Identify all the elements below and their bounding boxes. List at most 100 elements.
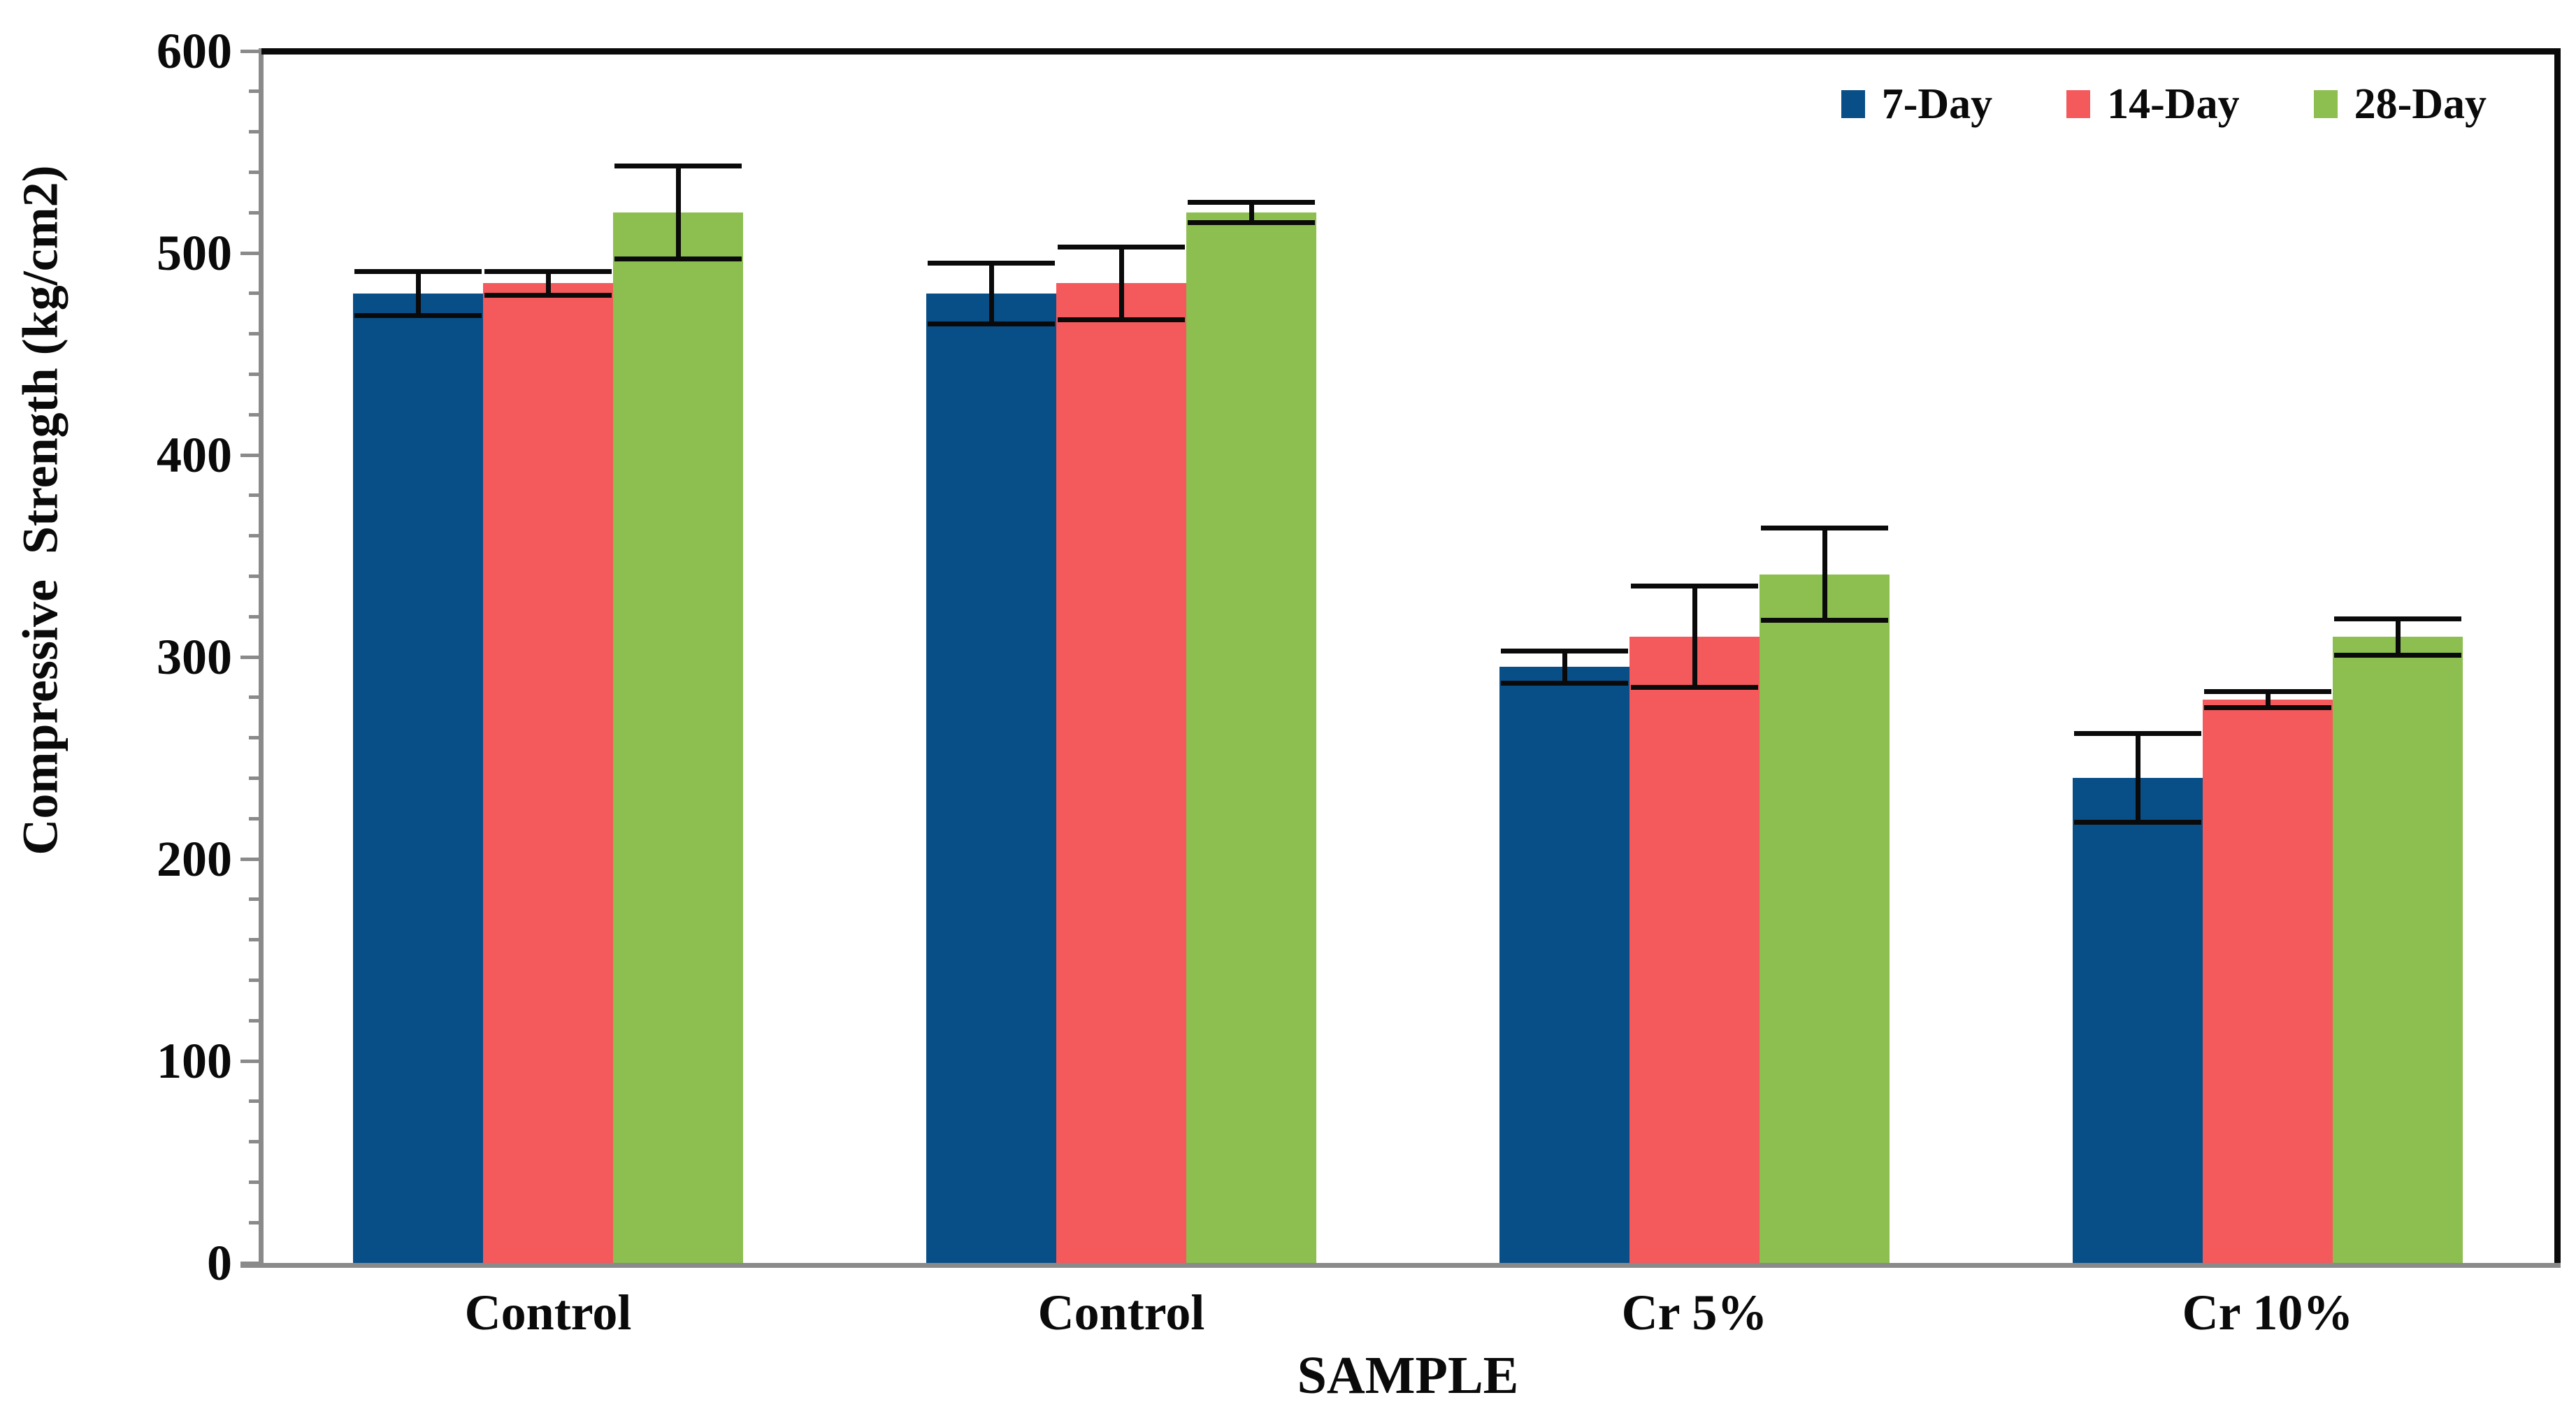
legend-label: 14-Day (2107, 80, 2240, 128)
x-axis-title: SAMPLE (1297, 1346, 1519, 1405)
error-bar-cap-bottom (2334, 652, 2461, 658)
error-bar-stem (1822, 528, 1827, 621)
bar-14-day-group2 (1056, 283, 1186, 1263)
y-tick-label: 100 (157, 1033, 232, 1089)
error-bar-stem (1249, 202, 1254, 223)
y-tick-major (240, 453, 261, 457)
error-bar-cap-top (1631, 584, 1758, 589)
bar-7-day-group1 (353, 293, 483, 1263)
error-bar-cap-top (1058, 244, 1185, 250)
y-tick-major (240, 655, 261, 659)
error-bar-stem (2265, 691, 2271, 708)
error-bar-cap-top (1761, 525, 1888, 530)
y-tick-minor (249, 776, 261, 780)
x-tick-label: Control (464, 1285, 632, 1341)
y-tick-minor (249, 1220, 261, 1224)
y-tick-minor (249, 332, 261, 336)
bar-14-day-group3 (1629, 637, 1760, 1263)
y-tick-minor (249, 574, 261, 578)
error-bar-cap-bottom (1501, 681, 1628, 686)
y-tick-minor (249, 1099, 261, 1104)
error-bar-cap-bottom (1188, 220, 1315, 226)
y-tick-minor (249, 130, 261, 134)
y-tick-label: 500 (157, 225, 232, 281)
y-tick-minor (249, 89, 261, 94)
error-bar-stem (1562, 651, 1567, 684)
bar-14-day-group4 (2203, 699, 2333, 1263)
bar-14-day-group1 (483, 283, 613, 1263)
legend-swatch-28-day (2313, 90, 2338, 118)
legend-swatch-14-day (2066, 90, 2091, 118)
y-tick-minor (249, 938, 261, 942)
plot-border-top (261, 48, 2561, 55)
error-bar-stem (545, 271, 551, 296)
legend-item-28-day: 28-Day (2313, 80, 2487, 128)
legend: 7-Day 14-Day 28-Day (1841, 82, 2487, 126)
y-tick-minor (249, 897, 261, 902)
error-bar-cap-top (1188, 200, 1315, 205)
y-tick-major (240, 857, 261, 861)
y-tick-minor (249, 1140, 261, 1144)
error-bar-cap-top (2204, 688, 2331, 694)
y-tick-label: 200 (157, 831, 232, 887)
error-bar-cap-top (2334, 616, 2461, 621)
error-bar-stem (2135, 733, 2140, 823)
y-tick-minor (249, 816, 261, 821)
error-bar-cap-bottom (928, 321, 1055, 326)
bar-28-day-group2 (1186, 212, 1316, 1263)
error-bar-stem (2395, 619, 2401, 656)
y-tick-minor (249, 695, 261, 700)
y-tick-major (240, 251, 261, 255)
legend-item-7-day: 7-Day (1841, 82, 1992, 126)
x-axis-line (240, 1263, 2561, 1268)
legend-item-14-day: 14-Day (2066, 80, 2240, 128)
bar-7-day-group3 (1499, 667, 1629, 1263)
y-tick-minor (249, 210, 261, 215)
y-tick-minor (249, 1180, 261, 1184)
bar-7-day-group2 (926, 293, 1056, 1263)
x-tick-label: Cr 10% (2182, 1285, 2354, 1341)
bar-7-day-group4 (2073, 778, 2203, 1263)
bar-28-day-group4 (2333, 637, 2463, 1263)
error-bar-stem (1118, 247, 1124, 320)
y-tick-minor (249, 736, 261, 740)
error-bar-cap-bottom (614, 257, 742, 262)
y-tick-minor (249, 372, 261, 376)
error-bar-cap-bottom (2204, 705, 2331, 710)
legend-swatch-7-day (1841, 90, 1865, 118)
error-bar-cap-bottom (2074, 820, 2201, 825)
error-bar-cap-top (614, 164, 742, 169)
y-tick-minor (249, 170, 261, 174)
y-tick-label: 300 (157, 629, 232, 685)
y-tick-minor (249, 412, 261, 417)
y-tick-minor (249, 614, 261, 619)
y-tick-major (240, 49, 261, 53)
error-bar-cap-top (1501, 648, 1628, 653)
error-bar-stem (988, 263, 994, 324)
y-tick-label: 600 (157, 23, 232, 79)
y-axis-line (259, 48, 264, 1263)
y-tick-label: 400 (157, 427, 232, 483)
error-bar-cap-bottom (354, 313, 482, 319)
bar-28-day-group1 (613, 212, 743, 1263)
legend-label: 28-Day (2354, 80, 2487, 128)
plot-border-right (2554, 48, 2561, 1263)
error-bar-cap-bottom (1058, 317, 1185, 322)
y-tick-minor (249, 978, 261, 982)
error-bar-cap-top (2074, 731, 2201, 737)
bar-28-day-group3 (1760, 574, 1890, 1263)
error-bar-cap-top (484, 268, 612, 274)
error-bar-cap-bottom (484, 293, 612, 298)
y-tick-minor (249, 1018, 261, 1023)
error-bar-cap-top (928, 260, 1055, 266)
y-tick-major (240, 1059, 261, 1063)
x-tick-label: Cr 5% (1621, 1285, 1768, 1341)
y-tick-minor (249, 534, 261, 538)
y-tick-minor (249, 493, 261, 498)
error-bar-stem (1692, 586, 1697, 688)
x-tick-label: Control (1037, 1285, 1205, 1341)
error-bar-stem (675, 166, 681, 259)
error-bar-stem (415, 271, 421, 316)
y-tick-minor (249, 291, 261, 296)
